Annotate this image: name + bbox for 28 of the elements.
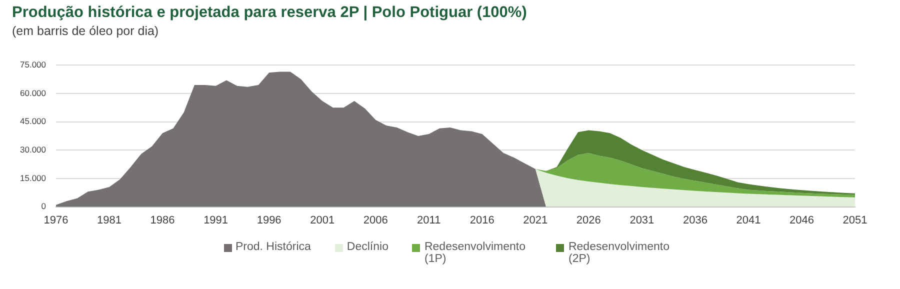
x-tick-label: 2051 (842, 214, 868, 226)
x-tick-label: 1976 (44, 214, 68, 226)
x-tick-label: 1981 (97, 214, 122, 226)
x-tick-label: 2016 (470, 214, 494, 226)
x-tick-label: 1986 (150, 214, 175, 226)
legend-label: Prod. Histórica (236, 241, 311, 253)
x-tick-label: 1991 (204, 214, 228, 226)
y-tick-label: 15.000 (20, 172, 46, 183)
x-tick-label: 2026 (576, 214, 601, 226)
y-tick-label: 60.000 (20, 88, 46, 98)
x-tick-label: 2036 (682, 214, 708, 226)
x-tick-label: 2021 (523, 214, 548, 226)
y-tick-label: 45.000 (20, 116, 46, 126)
y-tick-label: 0 (41, 201, 46, 212)
x-tick-label: 1996 (256, 214, 282, 226)
x-tick-label: 2001 (310, 214, 335, 226)
chart-title: Produção histórica e projetada para reserva 2P | Polo Potiguar (100%) (12, 4, 527, 22)
chart-subtitle: (em barris de óleo por dia) (12, 24, 159, 38)
legend-label: Redesenvolvimento (1P) (424, 241, 526, 265)
x-tick-label: 2046 (789, 214, 814, 226)
legend-label: Declínio (346, 241, 388, 253)
x-tick-label: 2041 (736, 214, 761, 226)
legend-label: Redesenvolvimento (2P) (568, 241, 670, 265)
x-tick-label: 2031 (630, 214, 654, 226)
y-tick-label: 75.000 (20, 59, 46, 70)
x-tick-label: 2011 (417, 214, 441, 226)
y-tick-label: 30.000 (20, 144, 46, 154)
x-tick-label: 2006 (363, 214, 388, 226)
